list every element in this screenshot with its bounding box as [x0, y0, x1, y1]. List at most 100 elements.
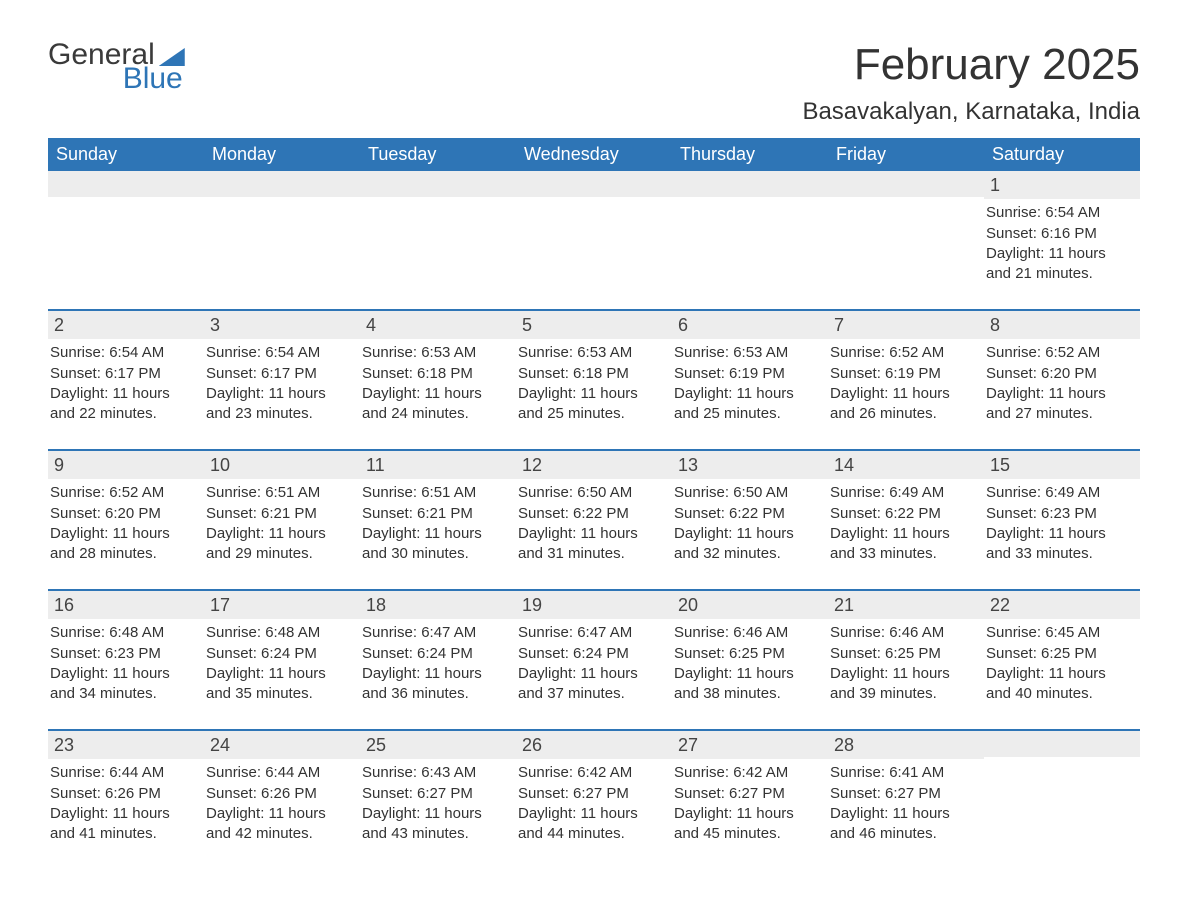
day-number: 13 — [672, 451, 828, 479]
day-body: Sunrise: 6:48 AMSunset: 6:23 PMDaylight:… — [48, 619, 204, 706]
sunset-text: Sunset: 6:22 PM — [518, 504, 666, 524]
day-cell — [204, 171, 360, 291]
weeks-container: 1Sunrise: 6:54 AMSunset: 6:16 PMDaylight… — [48, 171, 1140, 851]
sunrise-text: Sunrise: 6:44 AM — [206, 763, 354, 783]
day-number — [984, 731, 1140, 757]
day-header-thursday: Thursday — [672, 138, 828, 171]
daylight-text: Daylight: 11 hours and 28 minutes. — [50, 524, 198, 565]
sunrise-text: Sunrise: 6:45 AM — [986, 623, 1134, 643]
day-body — [672, 197, 828, 203]
day-number: 24 — [204, 731, 360, 759]
daylight-text: Daylight: 11 hours and 37 minutes. — [518, 664, 666, 705]
daylight-text: Daylight: 11 hours and 25 minutes. — [674, 384, 822, 425]
sunrise-text: Sunrise: 6:51 AM — [206, 483, 354, 503]
day-cell: 18Sunrise: 6:47 AMSunset: 6:24 PMDayligh… — [360, 591, 516, 711]
day-cell: 22Sunrise: 6:45 AMSunset: 6:25 PMDayligh… — [984, 591, 1140, 711]
day-header-wednesday: Wednesday — [516, 138, 672, 171]
day-body: Sunrise: 6:49 AMSunset: 6:22 PMDaylight:… — [828, 479, 984, 566]
day-number: 22 — [984, 591, 1140, 619]
day-number: 26 — [516, 731, 672, 759]
day-number: 9 — [48, 451, 204, 479]
daylight-text: Daylight: 11 hours and 40 minutes. — [986, 664, 1134, 705]
sunset-text: Sunset: 6:27 PM — [674, 784, 822, 804]
day-number: 18 — [360, 591, 516, 619]
sunset-text: Sunset: 6:24 PM — [362, 644, 510, 664]
week-row: 16Sunrise: 6:48 AMSunset: 6:23 PMDayligh… — [48, 589, 1140, 711]
day-cell: 28Sunrise: 6:41 AMSunset: 6:27 PMDayligh… — [828, 731, 984, 851]
logo-top-row: General — [48, 40, 185, 70]
day-number: 23 — [48, 731, 204, 759]
sunset-text: Sunset: 6:27 PM — [830, 784, 978, 804]
day-number: 17 — [204, 591, 360, 619]
day-body — [48, 197, 204, 203]
daylight-text: Daylight: 11 hours and 33 minutes. — [986, 524, 1134, 565]
day-body — [984, 757, 1140, 763]
day-number: 11 — [360, 451, 516, 479]
day-number: 28 — [828, 731, 984, 759]
day-header-saturday: Saturday — [984, 138, 1140, 171]
location: Basavakalyan, Karnataka, India — [802, 98, 1140, 126]
sunrise-text: Sunrise: 6:49 AM — [830, 483, 978, 503]
day-body: Sunrise: 6:42 AMSunset: 6:27 PMDaylight:… — [672, 759, 828, 846]
day-body: Sunrise: 6:54 AMSunset: 6:17 PMDaylight:… — [48, 339, 204, 426]
day-cell: 25Sunrise: 6:43 AMSunset: 6:27 PMDayligh… — [360, 731, 516, 851]
day-body: Sunrise: 6:45 AMSunset: 6:25 PMDaylight:… — [984, 619, 1140, 706]
day-header-row: Sunday Monday Tuesday Wednesday Thursday… — [48, 138, 1140, 171]
day-number: 15 — [984, 451, 1140, 479]
sunset-text: Sunset: 6:18 PM — [362, 364, 510, 384]
sunset-text: Sunset: 6:18 PM — [518, 364, 666, 384]
sunset-text: Sunset: 6:26 PM — [50, 784, 198, 804]
day-cell: 13Sunrise: 6:50 AMSunset: 6:22 PMDayligh… — [672, 451, 828, 571]
sunset-text: Sunset: 6:27 PM — [362, 784, 510, 804]
day-number — [516, 171, 672, 197]
day-number — [672, 171, 828, 197]
day-cell: 7Sunrise: 6:52 AMSunset: 6:19 PMDaylight… — [828, 311, 984, 431]
daylight-text: Daylight: 11 hours and 36 minutes. — [362, 664, 510, 705]
day-body: Sunrise: 6:50 AMSunset: 6:22 PMDaylight:… — [516, 479, 672, 566]
header: General Blue February 2025 Basavakalyan,… — [48, 40, 1140, 126]
day-cell: 6Sunrise: 6:53 AMSunset: 6:19 PMDaylight… — [672, 311, 828, 431]
day-header-sunday: Sunday — [48, 138, 204, 171]
sunrise-text: Sunrise: 6:52 AM — [986, 343, 1134, 363]
day-body: Sunrise: 6:48 AMSunset: 6:24 PMDaylight:… — [204, 619, 360, 706]
day-number: 8 — [984, 311, 1140, 339]
day-body: Sunrise: 6:44 AMSunset: 6:26 PMDaylight:… — [204, 759, 360, 846]
sunset-text: Sunset: 6:21 PM — [362, 504, 510, 524]
daylight-text: Daylight: 11 hours and 39 minutes. — [830, 664, 978, 705]
day-body: Sunrise: 6:47 AMSunset: 6:24 PMDaylight:… — [360, 619, 516, 706]
day-cell: 9Sunrise: 6:52 AMSunset: 6:20 PMDaylight… — [48, 451, 204, 571]
sunrise-text: Sunrise: 6:48 AM — [206, 623, 354, 643]
day-number: 3 — [204, 311, 360, 339]
day-number: 20 — [672, 591, 828, 619]
day-header-friday: Friday — [828, 138, 984, 171]
sunrise-text: Sunrise: 6:48 AM — [50, 623, 198, 643]
day-cell: 3Sunrise: 6:54 AMSunset: 6:17 PMDaylight… — [204, 311, 360, 431]
day-number: 5 — [516, 311, 672, 339]
day-cell: 16Sunrise: 6:48 AMSunset: 6:23 PMDayligh… — [48, 591, 204, 711]
daylight-text: Daylight: 11 hours and 46 minutes. — [830, 804, 978, 845]
logo-word-2: Blue — [123, 64, 185, 94]
sunset-text: Sunset: 6:27 PM — [518, 784, 666, 804]
sunset-text: Sunset: 6:22 PM — [830, 504, 978, 524]
sunrise-text: Sunrise: 6:47 AM — [518, 623, 666, 643]
day-body: Sunrise: 6:41 AMSunset: 6:27 PMDaylight:… — [828, 759, 984, 846]
day-cell: 23Sunrise: 6:44 AMSunset: 6:26 PMDayligh… — [48, 731, 204, 851]
sunset-text: Sunset: 6:21 PM — [206, 504, 354, 524]
day-body: Sunrise: 6:46 AMSunset: 6:25 PMDaylight:… — [828, 619, 984, 706]
day-body — [360, 197, 516, 203]
sunrise-text: Sunrise: 6:53 AM — [362, 343, 510, 363]
daylight-text: Daylight: 11 hours and 32 minutes. — [674, 524, 822, 565]
daylight-text: Daylight: 11 hours and 42 minutes. — [206, 804, 354, 845]
day-cell: 24Sunrise: 6:44 AMSunset: 6:26 PMDayligh… — [204, 731, 360, 851]
day-number — [360, 171, 516, 197]
daylight-text: Daylight: 11 hours and 26 minutes. — [830, 384, 978, 425]
sunrise-text: Sunrise: 6:53 AM — [518, 343, 666, 363]
daylight-text: Daylight: 11 hours and 22 minutes. — [50, 384, 198, 425]
week-row: 2Sunrise: 6:54 AMSunset: 6:17 PMDaylight… — [48, 309, 1140, 431]
day-body: Sunrise: 6:52 AMSunset: 6:20 PMDaylight:… — [984, 339, 1140, 426]
daylight-text: Daylight: 11 hours and 25 minutes. — [518, 384, 666, 425]
day-body: Sunrise: 6:49 AMSunset: 6:23 PMDaylight:… — [984, 479, 1140, 566]
daylight-text: Daylight: 11 hours and 34 minutes. — [50, 664, 198, 705]
day-body: Sunrise: 6:53 AMSunset: 6:19 PMDaylight:… — [672, 339, 828, 426]
day-body: Sunrise: 6:47 AMSunset: 6:24 PMDaylight:… — [516, 619, 672, 706]
